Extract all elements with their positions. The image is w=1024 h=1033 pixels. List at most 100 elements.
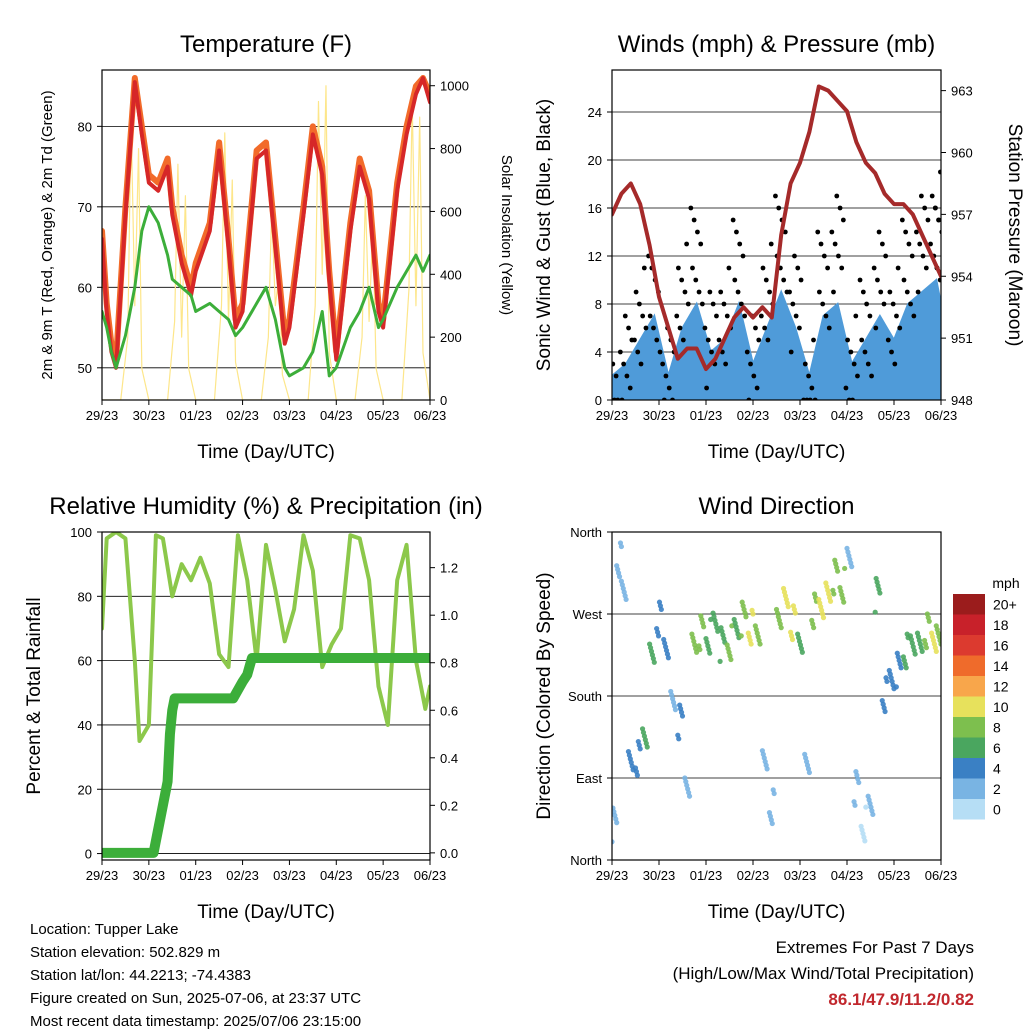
gust-point — [860, 289, 866, 295]
legend-label: 10 — [993, 699, 1009, 715]
gust-point — [811, 337, 816, 343]
gust-point — [797, 325, 802, 331]
gust-point — [936, 217, 941, 223]
gust-point — [885, 337, 891, 343]
y-tick-label: 100 — [70, 525, 92, 540]
legend-swatch — [953, 717, 985, 738]
y-tick-label: 12 — [588, 249, 602, 264]
direction-point — [882, 708, 888, 715]
x-tick-label: 30/23 — [133, 408, 166, 423]
latlon-text: Station lat/lon: 44.2213; -74.4383 — [30, 967, 252, 984]
direction-point — [938, 641, 941, 647]
direction-point — [707, 650, 713, 656]
gust-point — [767, 289, 772, 295]
direction-point — [651, 659, 657, 665]
gust-point — [742, 313, 748, 319]
direction-point — [842, 565, 848, 572]
gust-point — [911, 313, 917, 319]
gust-point — [826, 325, 832, 331]
direction-point — [870, 811, 876, 818]
y2-tick-label: 800 — [440, 142, 462, 157]
series-line — [102, 652, 430, 858]
gust-point — [840, 217, 846, 223]
direction-point — [872, 609, 878, 615]
x-tick-label: 06/23 — [414, 868, 447, 883]
x-tick-label: 30/23 — [133, 868, 166, 883]
x-tick-label: 03/23 — [273, 408, 306, 423]
direction-point — [748, 641, 754, 647]
legend-label: 14 — [993, 658, 1009, 674]
gust-point — [604, 338, 609, 343]
x-tick-label: 06/23 — [414, 408, 447, 423]
gust-point — [776, 205, 782, 211]
gust-point — [928, 241, 933, 247]
y-tick-label: 50 — [78, 361, 92, 376]
y2-tick-label: 600 — [440, 204, 462, 219]
gust-point — [696, 289, 702, 295]
direction-point — [893, 684, 899, 690]
gust-point — [859, 337, 865, 343]
y-axis-label: Sonic Wind & Gust (Blue, Black) — [534, 99, 555, 371]
series-line — [102, 532, 430, 744]
x-tick-label: 01/23 — [179, 868, 212, 883]
gust-point — [802, 361, 808, 367]
gust-point — [705, 337, 711, 343]
y2-tick-label: 963 — [951, 84, 973, 99]
gust-point — [890, 301, 896, 307]
gust-point — [816, 289, 822, 295]
gust-point — [878, 289, 884, 295]
gust-point — [944, 302, 949, 307]
gust-point — [685, 301, 691, 307]
x-tick-label: 03/23 — [273, 868, 306, 883]
gust-point — [871, 265, 877, 271]
gust-point — [915, 289, 921, 295]
y2-tick-label: 1000 — [440, 79, 469, 94]
direction-point — [835, 568, 841, 574]
legend-swatch — [953, 778, 985, 799]
gust-point — [638, 361, 644, 367]
gust-point — [798, 277, 804, 283]
legend-label: 18 — [993, 617, 1009, 633]
elevation-text: Station elevation: 502.829 m — [30, 944, 221, 961]
gust-point — [875, 277, 880, 283]
x-axis-label: Time (Day/UTC) — [708, 902, 846, 923]
gust-point — [939, 229, 941, 235]
legend-swatch — [953, 758, 985, 779]
x-tick-label: 02/23 — [737, 408, 770, 423]
series-layer — [604, 84, 949, 400]
gust-point — [693, 277, 699, 283]
gust-point — [740, 253, 746, 259]
y2-axis-label: Solar Insolation (Yellow) — [498, 155, 515, 315]
gust-point — [760, 265, 766, 271]
x-tick-label: 04/23 — [831, 868, 864, 883]
gust-point — [820, 301, 826, 307]
x-axis-label: Time (Day/UTC) — [197, 442, 335, 463]
gust-point — [897, 325, 903, 331]
gust-point — [675, 265, 681, 271]
direction-point — [792, 610, 798, 616]
gust-point — [815, 229, 821, 235]
gust-point — [643, 325, 649, 331]
gust-point — [887, 289, 893, 295]
x-tick-label: 05/23 — [878, 408, 911, 423]
gust-point — [756, 337, 762, 343]
direction-point — [852, 802, 858, 808]
y2-tick-label: 0 — [440, 393, 447, 408]
gust-point — [710, 301, 716, 307]
direction-point — [799, 649, 805, 655]
x-tick-label: 02/23 — [226, 408, 259, 423]
gust-point — [702, 325, 708, 331]
gust-point — [918, 193, 924, 199]
gust-point — [707, 289, 713, 295]
gust-point — [663, 373, 669, 379]
x-tick-label: 04/23 — [320, 868, 353, 883]
direction-point — [715, 628, 721, 634]
x-tick-label: 05/23 — [878, 868, 911, 883]
gust-point — [688, 205, 694, 211]
legend-label: 8 — [993, 719, 1001, 735]
y2-tick-label: 400 — [440, 267, 462, 282]
y-tick-label: 20 — [78, 782, 92, 797]
gust-point — [889, 349, 894, 355]
gust-point — [857, 277, 863, 283]
gust-point — [790, 301, 796, 307]
